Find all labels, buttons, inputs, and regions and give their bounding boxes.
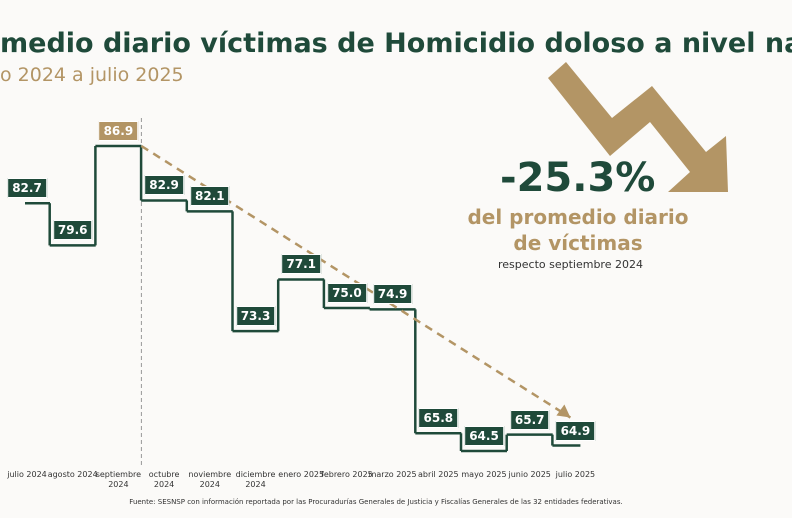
value-label: 74.9	[372, 284, 413, 305]
value-label: 65.8	[418, 408, 459, 429]
x-tick-label: julio 2025	[555, 470, 596, 479]
value-label: 82.9	[144, 175, 184, 196]
value-label: 82.1	[189, 186, 230, 207]
x-tick-label: octubre 2024	[148, 470, 180, 489]
value-label: 86.9	[98, 121, 139, 141]
x-tick-label: febrero 2025	[321, 470, 373, 479]
x-tick-label: agosto 2024	[47, 470, 98, 479]
trend-arrowhead	[556, 404, 571, 418]
value-label: 75.0	[327, 283, 367, 304]
x-tick-label: enero 2025	[278, 470, 325, 479]
x-tick-label: noviembre 2024	[188, 470, 232, 489]
value-label: 77.1	[281, 254, 321, 275]
x-tick-label: marzo 2025	[368, 470, 417, 479]
chart-title: medio diario víctimas de Homicidio dolos…	[0, 28, 792, 59]
value-label: 64.9	[555, 420, 596, 441]
x-tick-label: julio 2024	[7, 470, 47, 479]
value-label: 65.7	[509, 409, 550, 430]
x-tick-label: diciembre 2024	[235, 470, 276, 489]
value-label: 82.7	[7, 178, 47, 199]
trend-arrow-icon	[548, 62, 728, 192]
x-tick-label: junio 2025	[508, 470, 551, 479]
change-value: -25.3%	[500, 155, 656, 201]
change-note: respecto septiembre 2024	[498, 258, 643, 271]
x-tick-label: abril 2025	[417, 470, 459, 479]
value-label: 79.6	[52, 220, 93, 241]
change-text: del promedio diario	[467, 205, 689, 229]
value-label: 64.5	[464, 426, 504, 446]
change-text: de víctimas	[513, 231, 643, 255]
x-tick-label: mayo 2025	[461, 470, 507, 479]
chart-subtitle: o 2024 a julio 2025	[0, 64, 184, 86]
source: Fuente: SESNSP con información reportada…	[129, 498, 623, 506]
value-label: 73.3	[235, 306, 276, 327]
x-tick-label: septiembre 2024	[95, 470, 142, 489]
